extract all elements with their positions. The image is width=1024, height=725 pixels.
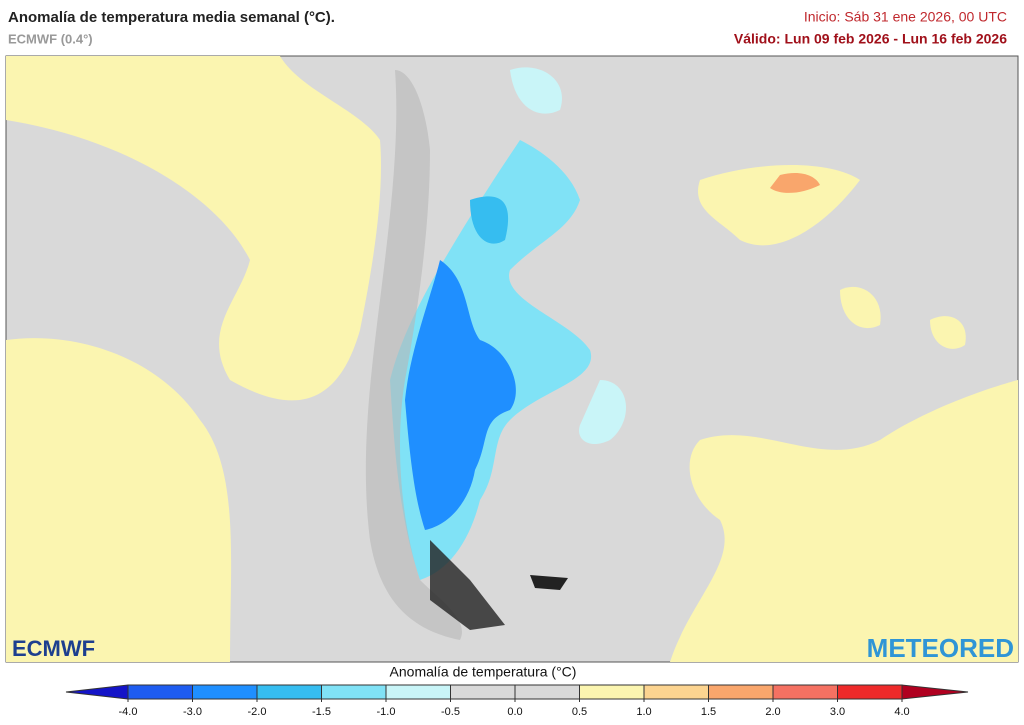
meteored-logo: METEORED bbox=[867, 633, 1014, 663]
colorbar: -4.0 -3.0 -2.0 -1.5 -1.0 -0.5 0.0 0.5 1.0 1.5 2.0 3… bbox=[65, 684, 969, 718]
color-segment bbox=[256, 684, 322, 700]
model: ECMWF (0.4°) bbox=[8, 31, 93, 46]
valid-range: Válido: Lun 09 feb 2026 - Lun 16 feb 202… bbox=[734, 31, 1007, 47]
tick-label: -0.5 bbox=[441, 706, 460, 718]
tick-label: 3.0 bbox=[830, 706, 845, 718]
color-segment bbox=[192, 684, 258, 700]
colorbar-label: Anomalía de temperatura (°C) bbox=[390, 664, 577, 680]
map: ECMWF METEORED bbox=[5, 55, 1019, 663]
tick-label: 1.0 bbox=[636, 706, 651, 718]
tick-label: -1.0 bbox=[377, 706, 396, 718]
tick-label: 1.5 bbox=[701, 706, 716, 718]
init-date: Inicio: Sáb 31 ene 2026, 00 UTC bbox=[804, 9, 1007, 25]
tick-label: -2.0 bbox=[248, 706, 267, 718]
color-segment bbox=[450, 684, 516, 700]
anomaly-area bbox=[770, 173, 820, 193]
title: Anomalía de temperatura media semanal (°… bbox=[8, 9, 335, 26]
tick-label: 0.0 bbox=[507, 706, 522, 718]
color-segment bbox=[837, 684, 903, 700]
coastline bbox=[430, 540, 505, 630]
colorbar-end bbox=[65, 684, 129, 700]
color-segment bbox=[708, 684, 774, 700]
color-segment bbox=[321, 684, 387, 700]
andes-relief bbox=[365, 70, 462, 640]
anomaly-area bbox=[405, 260, 516, 530]
tick-label: 4.0 bbox=[894, 706, 909, 718]
color-segment bbox=[127, 684, 193, 700]
anomaly-area bbox=[670, 380, 1018, 662]
color-segment bbox=[643, 684, 709, 700]
tick-label: 2.0 bbox=[765, 706, 780, 718]
anomaly-area bbox=[510, 67, 562, 114]
ecmwf-logo: ECMWF bbox=[12, 636, 95, 661]
anomaly-area bbox=[6, 56, 381, 401]
islands bbox=[530, 575, 568, 590]
anomaly-area bbox=[930, 316, 966, 349]
color-segment bbox=[385, 684, 451, 700]
colorbar-end bbox=[901, 684, 969, 700]
anomaly-area bbox=[470, 196, 509, 244]
color-segment bbox=[772, 684, 838, 700]
tick-label: 0.5 bbox=[572, 706, 587, 718]
tick-label: -1.5 bbox=[312, 706, 331, 718]
anomaly-area bbox=[840, 286, 881, 329]
color-segment bbox=[514, 684, 580, 700]
tick-label: -4.0 bbox=[119, 706, 138, 718]
tick-label: -3.0 bbox=[183, 706, 202, 718]
color-segment bbox=[579, 684, 645, 700]
anomaly-area bbox=[579, 380, 627, 445]
anomaly-area bbox=[6, 338, 232, 662]
